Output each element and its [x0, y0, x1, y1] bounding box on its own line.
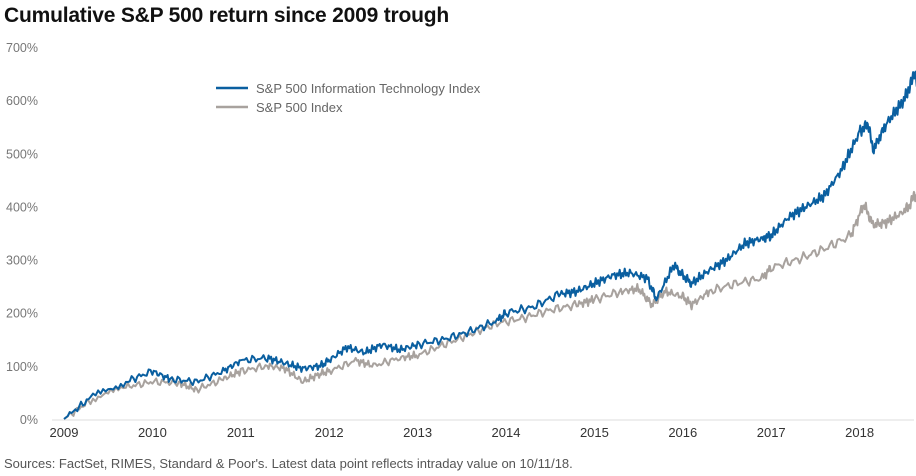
y-tick-label: 100%: [6, 360, 38, 374]
x-tick-label: 2013: [403, 425, 432, 440]
x-tick-label: 2011: [227, 425, 255, 440]
y-tick-label: 300%: [6, 254, 38, 268]
x-tick-label: 2010: [138, 425, 167, 440]
series-line-sp500: [63, 190, 916, 420]
y-tick-label: 0%: [20, 413, 38, 427]
y-tick-label: 700%: [6, 41, 38, 55]
x-tick-label: 2015: [580, 425, 609, 440]
legend-label: S&P 500 Index: [256, 100, 343, 115]
x-tick-label: 2016: [668, 425, 697, 440]
y-tick-label: 400%: [6, 200, 38, 214]
legend-label: S&P 500 Information Technology Index: [256, 81, 481, 96]
x-tick-label: 2014: [492, 425, 521, 440]
source-note: Sources: FactSet, RIMES, Standard & Poor…: [4, 456, 573, 471]
x-tick-label: 2009: [50, 425, 79, 440]
y-tick-label: 600%: [6, 94, 38, 108]
x-tick-label: 2012: [315, 425, 344, 440]
x-tick-label: 2017: [757, 425, 786, 440]
series-line-info-tech: [63, 70, 916, 420]
chart-title: Cumulative S&P 500 return since 2009 tro…: [4, 4, 450, 27]
y-tick-label: 200%: [6, 307, 38, 321]
x-tick-label: 2018: [845, 425, 874, 440]
y-tick-label: 500%: [6, 147, 38, 161]
